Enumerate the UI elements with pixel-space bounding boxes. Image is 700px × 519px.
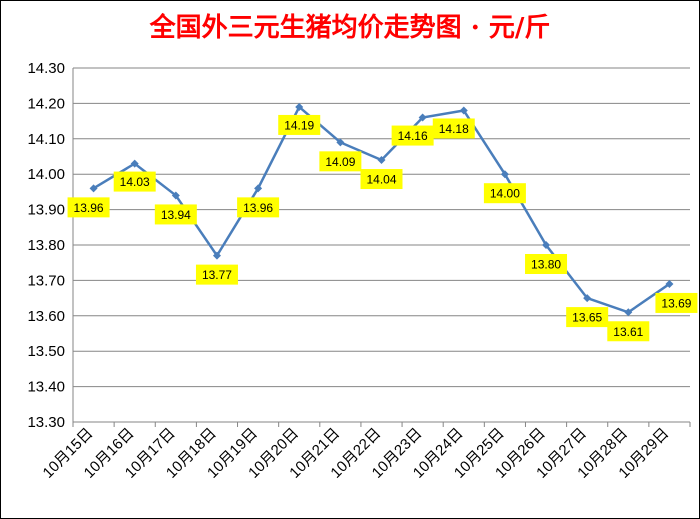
data-point <box>542 241 551 249</box>
data-label-text: 14.03 <box>120 175 150 189</box>
y-tick-label: 13.90 <box>27 202 65 219</box>
data-label-background <box>319 151 362 172</box>
y-tick-label: 14.30 <box>27 60 65 77</box>
data-point <box>212 251 221 260</box>
y-tick-label: 14.00 <box>27 166 65 183</box>
data-point <box>171 191 180 200</box>
data-label-text: 14.04 <box>366 173 396 187</box>
data-label: 13.94 <box>154 204 197 225</box>
data-point <box>295 102 304 111</box>
data-label: 14.18 <box>432 118 475 139</box>
data-label: 14.00 <box>483 183 526 204</box>
data-point <box>336 138 345 147</box>
y-tick-label: 14.20 <box>27 95 65 112</box>
data-label-text: 13.94 <box>161 208 191 222</box>
wechat-icon <box>469 479 495 499</box>
axes <box>72 68 691 427</box>
data-label-text: 14.18 <box>439 122 469 136</box>
data-point <box>254 184 263 193</box>
y-tick-label: 13.60 <box>27 308 65 325</box>
data-point <box>377 156 386 165</box>
data-label-text: 14.19 <box>284 118 314 132</box>
data-label-text: 13.69 <box>661 296 691 310</box>
data-label: 14.04 <box>360 169 403 190</box>
data-label: 13.69 <box>655 292 698 313</box>
watermark: 微信号:shengzhujiage <box>469 479 649 499</box>
data-label: 14.03 <box>113 171 156 192</box>
data-label: 13.96 <box>67 197 110 218</box>
data-label-text: 13.65 <box>572 311 602 325</box>
data-label: 13.80 <box>525 254 568 274</box>
data-point <box>459 106 468 115</box>
data-label-background <box>360 169 403 190</box>
data-label-text: 14.00 <box>490 187 520 201</box>
data-point <box>665 279 674 288</box>
data-label-background <box>607 321 650 342</box>
data-label-background <box>391 125 434 146</box>
data-label-text: 13.61 <box>613 325 643 339</box>
data-label-background <box>195 264 238 285</box>
data-point <box>500 170 509 179</box>
data-label: 13.96 <box>237 197 280 218</box>
data-point <box>624 308 633 317</box>
data-point <box>89 184 98 193</box>
data-label-background <box>432 118 475 139</box>
data-label-text: 13.77 <box>202 268 232 282</box>
data-label: 13.61 <box>607 321 650 342</box>
data-label: 14.16 <box>391 125 434 146</box>
data-label-background <box>655 292 698 313</box>
data-label: 13.65 <box>566 307 609 328</box>
data-label-background <box>67 197 110 218</box>
data-point <box>418 113 427 122</box>
data-label-background <box>154 204 197 225</box>
data-point <box>130 159 139 168</box>
data-label-background <box>278 114 321 135</box>
data-labels: 13.96 14.03 13.94 13.77 13.96 14.19 14.09 14.04… <box>67 114 698 342</box>
y-axis-tick-labels: 13.30 13.40 13.50 13.60 13.70 13.80 13.90 14.00… <box>27 60 65 431</box>
data-label-text: 13.80 <box>531 258 561 272</box>
chart-title: 全国外三元生猪均价走势图 · 元/斤 <box>149 12 551 43</box>
y-tick-label: 14.10 <box>27 131 65 148</box>
data-point <box>583 294 592 303</box>
data-label-text: 13.96 <box>243 201 273 215</box>
data-label-background <box>566 307 609 328</box>
data-label: 14.09 <box>319 151 362 172</box>
data-label-background <box>113 171 156 192</box>
y-tick-label: 13.80 <box>27 237 65 254</box>
watermark-text: 微信号:shengzhujiage <box>503 480 649 497</box>
y-tick-label: 13.30 <box>27 414 65 431</box>
data-label-text: 13.96 <box>74 201 104 215</box>
data-label-background <box>237 197 280 218</box>
y-tick-label: 13.40 <box>27 379 65 396</box>
data-label-background <box>483 183 526 204</box>
data-label: 13.77 <box>195 264 238 285</box>
data-label-text: 14.16 <box>398 129 428 143</box>
data-label-background <box>525 254 568 274</box>
y-tick-label: 13.50 <box>27 343 65 360</box>
data-label: 14.19 <box>278 114 321 135</box>
data-label-text: 14.09 <box>325 155 355 169</box>
y-tick-label: 13.70 <box>27 272 65 289</box>
